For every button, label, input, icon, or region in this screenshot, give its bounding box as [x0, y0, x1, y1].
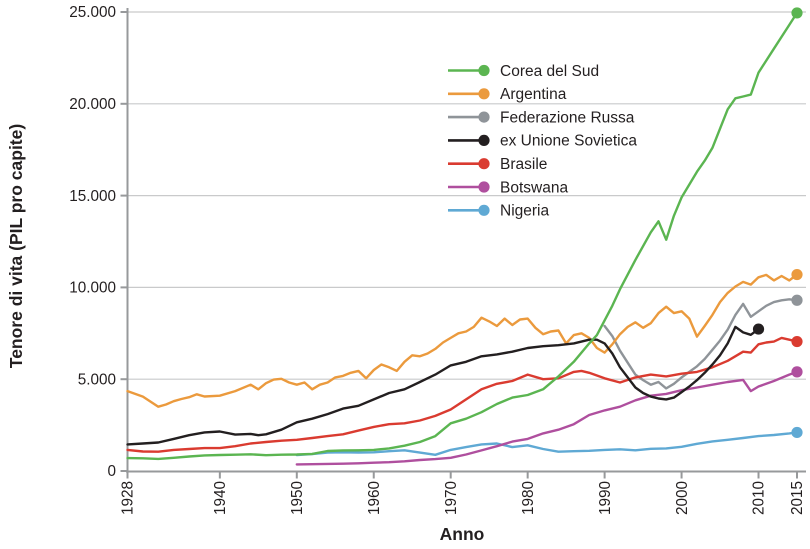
- x-tick-label: 2000: [674, 481, 691, 515]
- legend-label: Federazione Russa: [500, 109, 635, 126]
- series-end-dot-brasile: [791, 335, 803, 348]
- x-tick-label: 1950: [289, 481, 306, 515]
- series-line-ex-unione-sovietica: [126, 325, 760, 446]
- series-end-dot-federazione-russa: [791, 294, 803, 306]
- legend-label: Argentina: [500, 86, 567, 103]
- x-tick-label: 2015: [789, 481, 806, 515]
- y-tick-label: 20.000: [69, 96, 116, 113]
- series-end-dot-corea-del-sud: [791, 7, 803, 19]
- x-tick-label: 1928: [120, 481, 137, 515]
- legend-item-ex-unione-sovietica: ex Unione Sovietica: [448, 133, 637, 150]
- series-line-argentina: [126, 273, 799, 408]
- series-line-botswana: [295, 370, 799, 466]
- y-axis-title: Tenore di vita (PIL pro capite): [6, 124, 26, 368]
- series-end-dot-nigeria: [791, 426, 803, 439]
- legend-item-botswana: Botswana: [448, 179, 568, 196]
- y-tick-label: 15.000: [69, 188, 116, 205]
- legend-label: Nigeria: [500, 203, 549, 220]
- series-layer: [126, 7, 803, 466]
- series-line-corea-del-sud: [126, 11, 799, 461]
- y-tick-label: 10.000: [69, 280, 116, 297]
- series-end-dot-botswana: [791, 366, 803, 378]
- legend-label: Botswana: [500, 179, 568, 196]
- legend-label: ex Unione Sovietica: [500, 133, 637, 150]
- x-tick-label: 2010: [751, 481, 768, 515]
- legend-label: Corea del Sud: [500, 63, 599, 80]
- legend-dot-swatch: [478, 181, 490, 193]
- legend-item-corea-del-sud: Corea del Sud: [448, 63, 599, 80]
- legend-item-brasile: Brasile: [448, 156, 547, 173]
- legend-item-argentina: Argentina: [448, 86, 567, 103]
- series-line-nigeria: [295, 431, 799, 457]
- axis-layer: 0 5.000 10.000 15.000 20.000 25.000 1928 1940 19…: [69, 4, 806, 515]
- x-tick-label: 1980: [520, 481, 537, 515]
- grid-layer: [126, 11, 806, 380]
- y-tick-label: 0: [107, 463, 116, 480]
- legend-dot-swatch: [478, 88, 490, 100]
- series-end-dot-ex-unione-sovietica: [752, 323, 765, 335]
- legend-item-federazione-russa: Federazione Russa: [448, 109, 635, 126]
- legend-dot-swatch: [478, 111, 490, 123]
- legend: Corea del Sud Argentina Federazione Russa e…: [448, 63, 637, 220]
- x-tick-label: 1960: [366, 481, 383, 515]
- legend-label: Brasile: [500, 156, 547, 173]
- x-tick-label: 1990: [597, 481, 614, 515]
- legend-dot-swatch: [478, 64, 490, 77]
- y-tick-label: 25.000: [69, 4, 116, 21]
- legend-dot-swatch: [478, 134, 490, 146]
- x-axis-title: Anno: [440, 524, 485, 544]
- y-tick-label: 5.000: [78, 371, 116, 388]
- series-line-federazione-russa: [603, 298, 799, 390]
- legend-dot-swatch: [478, 158, 490, 170]
- legend-item-nigeria: Nigeria: [448, 203, 549, 220]
- series-line-brasile: [126, 336, 799, 453]
- x-tick-label: 1940: [212, 481, 229, 515]
- x-tick-label: 1970: [443, 481, 460, 515]
- legend-dot-swatch: [478, 204, 490, 216]
- series-end-dot-argentina: [791, 268, 803, 281]
